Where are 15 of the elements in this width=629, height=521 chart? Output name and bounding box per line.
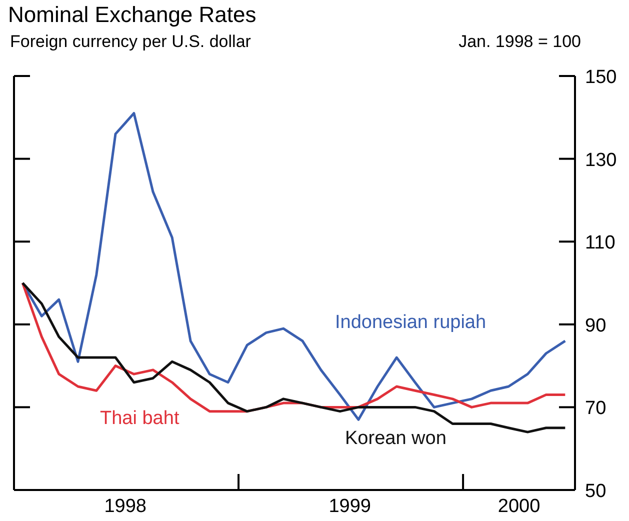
series-label: Indonesian rupiah — [335, 312, 486, 334]
x-tick-label: 2000 — [498, 496, 540, 517]
chart-subtitle: Foreign currency per U.S. dollar — [10, 32, 251, 52]
y-axis-title: Jan. 1998 = 100 — [458, 32, 581, 52]
y-tick-label: 50 — [585, 481, 606, 502]
y-tick-label: 150 — [585, 67, 617, 88]
x-tick-label: 1998 — [104, 496, 146, 517]
series-label: Korean won — [345, 428, 446, 450]
x-tick-label: 1999 — [328, 496, 371, 517]
y-tick-label: 70 — [585, 398, 606, 420]
y-tick-label: 90 — [585, 315, 606, 336]
chart-title: Nominal Exchange Rates — [8, 2, 256, 28]
y-tick-label: 130 — [585, 150, 617, 171]
y-tick-label: 110 — [585, 232, 616, 254]
series-label: Thai baht — [100, 408, 180, 430]
